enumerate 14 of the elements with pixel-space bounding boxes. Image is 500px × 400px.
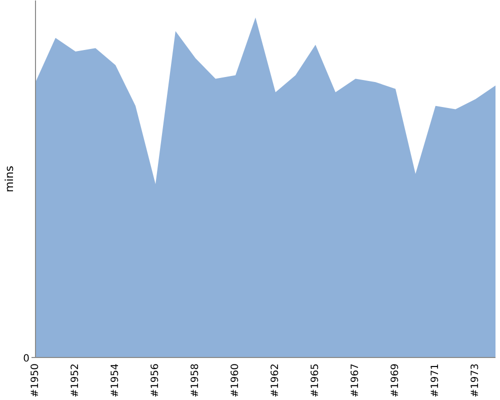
x-tick-label: #1973 <box>470 364 481 398</box>
x-tick-label: #1962 <box>270 364 281 398</box>
x-tick-label: #1954 <box>110 364 121 398</box>
x-tick-label: #1971 <box>430 364 441 398</box>
x-tick-label: #1952 <box>70 364 81 398</box>
x-tick-label: #1950 <box>30 364 41 398</box>
x-tick-label: #1960 <box>230 364 241 398</box>
y-axis-title: mins <box>3 165 16 192</box>
x-tick-label: #1969 <box>390 364 401 398</box>
text: 0 <box>23 354 30 364</box>
x-tick-label: #1956 <box>150 364 161 398</box>
x-tick-label: #1965 <box>310 364 321 398</box>
x-tick-label: #1967 <box>350 364 361 398</box>
x-tick-label: #1958 <box>190 364 201 398</box>
